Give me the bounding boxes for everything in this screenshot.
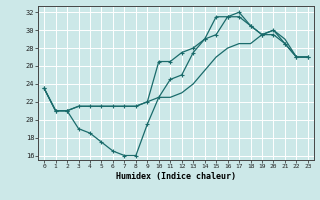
X-axis label: Humidex (Indice chaleur): Humidex (Indice chaleur) xyxy=(116,172,236,181)
